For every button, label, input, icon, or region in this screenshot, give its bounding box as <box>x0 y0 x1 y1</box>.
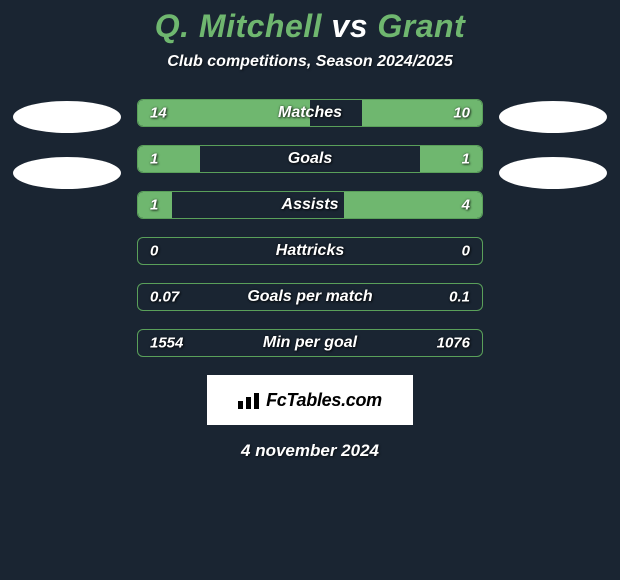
stat-bar-left <box>138 146 200 172</box>
stat-row: 0.07 0.1 Goals per match <box>137 283 483 311</box>
left-logo-column <box>13 99 121 357</box>
stat-row: 0 0 Hattricks <box>137 237 483 265</box>
stat-label: Min per goal <box>263 334 357 352</box>
stat-right-value: 4 <box>462 197 470 214</box>
stat-label: Assists <box>282 196 339 214</box>
stat-label: Goals per match <box>247 288 372 306</box>
stat-right-value: 0.1 <box>449 289 470 306</box>
stat-left-value: 1554 <box>150 335 183 352</box>
stat-label: Goals <box>288 150 332 168</box>
vs-separator: vs <box>331 8 368 44</box>
date-text: 4 november 2024 <box>241 441 379 461</box>
team-logo-placeholder <box>13 157 121 189</box>
stat-right-value: 0 <box>462 243 470 260</box>
stat-row: 1 4 Assists <box>137 191 483 219</box>
subtitle: Club competitions, Season 2024/2025 <box>167 53 452 71</box>
stat-row: 14 10 Matches <box>137 99 483 127</box>
title: Q. Mitchell vs Grant <box>155 8 466 45</box>
stat-right-value: 1076 <box>437 335 470 352</box>
team-logo-placeholder <box>13 101 121 133</box>
stat-left-value: 1 <box>150 197 158 214</box>
brand-badge: FcTables.com <box>207 375 413 425</box>
team-logo-placeholder <box>499 157 607 189</box>
stat-rows: 1410Matches11Goals14Assists00Hattricks0.… <box>137 99 483 357</box>
stat-left-value: 0 <box>150 243 158 260</box>
team-logo-placeholder <box>499 101 607 133</box>
brand-text: FcTables.com <box>266 390 382 411</box>
stat-row: 1 1 Goals <box>137 145 483 173</box>
stats-frame: 1410Matches11Goals14Assists00Hattricks0.… <box>0 99 620 357</box>
right-logo-column <box>499 99 607 357</box>
stat-row: 1554 1076 Min per goal <box>137 329 483 357</box>
stat-right-value: 1 <box>462 151 470 168</box>
player1-name: Q. Mitchell <box>155 8 322 44</box>
stat-label: Hattricks <box>276 242 344 260</box>
stat-bar-right <box>420 146 482 172</box>
stat-right-value: 10 <box>453 105 470 122</box>
player2-name: Grant <box>377 8 465 44</box>
stat-left-value: 14 <box>150 105 167 122</box>
brand-bars-icon <box>238 391 260 409</box>
stat-label: Matches <box>278 104 342 122</box>
comparison-infographic: Q. Mitchell vs Grant Club competitions, … <box>0 0 620 461</box>
stat-left-value: 1 <box>150 151 158 168</box>
stat-left-value: 0.07 <box>150 289 179 306</box>
